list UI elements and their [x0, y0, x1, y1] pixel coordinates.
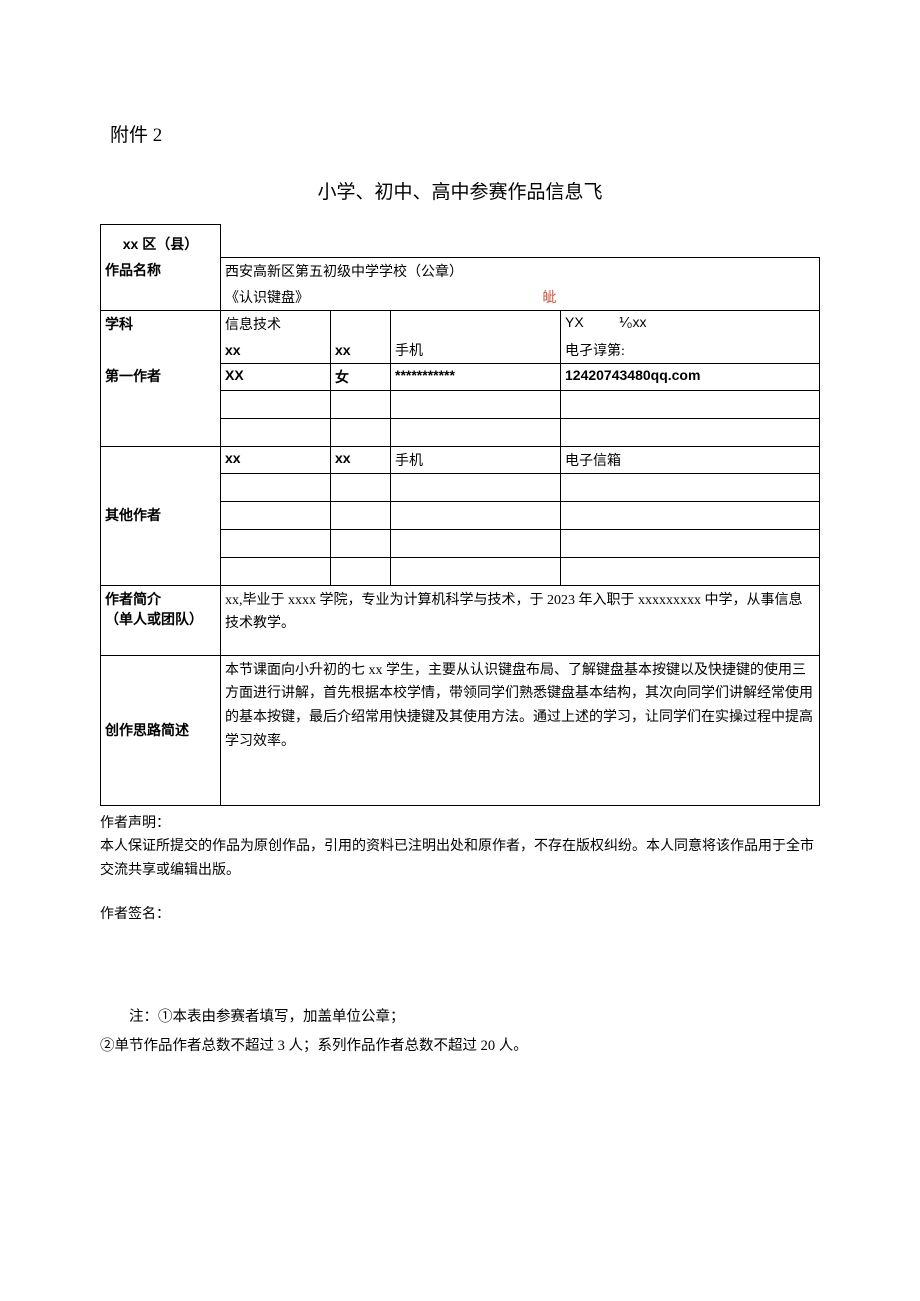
info-form-table: xx 区（县） 作品名称 西安高新区第五初级中学学校（公章） 《认识键盘》 皉: [100, 224, 820, 806]
xx-mid: xx: [335, 342, 351, 358]
attachment-label: 附件 2: [110, 120, 820, 147]
statement-label: 作者声明：: [100, 816, 170, 831]
form-title: 小学、初中、高中参赛作品信息飞: [100, 177, 820, 204]
subject-value: 信息技术: [225, 318, 281, 333]
author-statement-block: 作者声明： 本人保证所提交的作品为原创作品，引用的资料已注明出处和原作者，不存在…: [100, 812, 820, 883]
creative-idea-label: 创作思路简述: [105, 722, 189, 738]
first-author-email: 12420743480qq.com: [565, 367, 700, 383]
unknown-char: 皉: [543, 291, 557, 306]
other-author-label: 其他作者: [105, 507, 161, 523]
other-gender: xx: [335, 450, 351, 466]
first-author-phone: ***********: [395, 367, 455, 383]
notes-block: 注：①本表由参赛者填写，加盖单位公章； ②单节作品作者总数不超过 3 人；系列作…: [100, 1003, 820, 1061]
signature-label: 作者签名：: [100, 903, 820, 923]
note-2: ②单节作品作者总数不超过 3 人；系列作品作者总数不超过 20 人。: [100, 1038, 528, 1054]
author-intro-label-1: 作者简介: [105, 591, 161, 607]
author-intro-text: xx,毕业于 xxxx 学院，专业为计算机科学与技术，于 2023 年入职于 x…: [225, 593, 803, 632]
district-label: xx 区（县）: [105, 228, 216, 254]
author-intro-label-2: （单人或团队）: [105, 611, 203, 627]
page-container: 附件 2 小学、初中、高中参赛作品信息飞 xx 区（县） 作品名称 西安高新区第…: [0, 0, 920, 1121]
fraction-text: ⅟₀xx: [619, 314, 647, 330]
phone-label-1: 手机: [395, 344, 423, 359]
statement-text: 本人保证所提交的作品为原创作品，引用的资料已注明出处和原作者，不存在版权纠纷。本…: [100, 839, 814, 878]
yx-text: YX: [565, 314, 584, 330]
first-author-label: 第一作者: [105, 368, 161, 384]
other-email-label: 电子信箱: [565, 454, 621, 469]
subject-label: 学科: [105, 316, 133, 332]
creative-idea-text: 本节课面向小升初的七 xx 学生，主要从认识键盘布局、了解键盘基本按键以及快捷键…: [225, 663, 813, 749]
school-stamp: 西安高新区第五初级中学学校（公章）: [225, 265, 463, 280]
other-name: xx: [225, 450, 241, 466]
note-1: 注：①本表由参赛者填写，加盖单位公章；: [100, 1003, 820, 1032]
work-name-label: 作品名称: [105, 262, 161, 278]
xx-left: xx: [225, 342, 241, 358]
first-author-gender: 女: [335, 369, 349, 385]
other-phone-label: 手机: [395, 454, 423, 469]
email-alt-label: 电孑谆第:: [565, 344, 625, 359]
first-author-name: XX: [225, 367, 244, 383]
work-name-value: 《认识键盘》: [225, 291, 309, 306]
